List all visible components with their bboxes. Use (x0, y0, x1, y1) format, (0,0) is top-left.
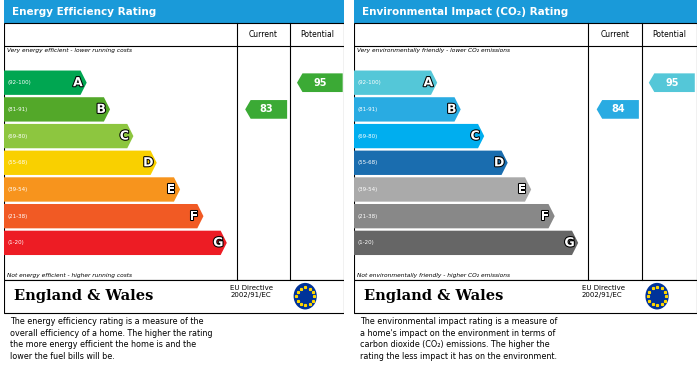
Bar (4, 280, 344, 313)
Bar (4, 0, 344, 23)
Text: E: E (167, 183, 175, 196)
Bar (354, 280, 696, 313)
Polygon shape (297, 74, 343, 92)
Text: (21-38): (21-38) (358, 213, 378, 219)
Text: The environmental impact rating is a measure of
a home's impact on the environme: The environmental impact rating is a mea… (360, 317, 558, 361)
Text: The energy efficiency rating is a measure of the
overall efficiency of a home. T: The energy efficiency rating is a measur… (10, 317, 213, 361)
Text: EU Directive
2002/91/EC: EU Directive 2002/91/EC (230, 285, 273, 298)
Polygon shape (354, 124, 484, 148)
Text: England & Wales: England & Wales (14, 289, 153, 303)
Text: EU Directive
2002/91/EC: EU Directive 2002/91/EC (582, 285, 624, 298)
Polygon shape (354, 70, 438, 95)
Text: Very environmentally friendly - lower CO₂ emissions: Very environmentally friendly - lower CO… (357, 48, 510, 53)
Text: 95: 95 (665, 78, 678, 88)
Text: Environmental Impact (CO₂) Rating: Environmental Impact (CO₂) Rating (362, 7, 568, 17)
Text: A: A (73, 76, 83, 89)
Text: F: F (541, 210, 550, 222)
Text: G: G (564, 237, 575, 249)
Text: (1-20): (1-20) (8, 240, 25, 246)
Text: (92-100): (92-100) (8, 80, 32, 85)
Text: F: F (190, 210, 198, 222)
Polygon shape (354, 231, 578, 255)
Polygon shape (354, 151, 508, 175)
Text: Not environmentally friendly - higher CO₂ emissions: Not environmentally friendly - higher CO… (357, 273, 510, 278)
Text: G: G (214, 237, 223, 249)
Text: C: C (120, 129, 129, 143)
Text: Current: Current (249, 30, 278, 39)
Polygon shape (354, 204, 554, 228)
Polygon shape (354, 177, 531, 202)
Bar (354, 23, 696, 280)
Polygon shape (4, 151, 157, 175)
Polygon shape (4, 97, 110, 122)
Text: Not energy efficient - higher running costs: Not energy efficient - higher running co… (7, 273, 132, 278)
Text: (21-38): (21-38) (8, 213, 28, 219)
Text: E: E (517, 183, 526, 196)
Text: 83: 83 (260, 104, 273, 115)
Polygon shape (4, 204, 204, 228)
Text: (55-68): (55-68) (358, 160, 378, 165)
Text: (81-91): (81-91) (8, 107, 28, 112)
Text: Potential: Potential (300, 30, 334, 39)
Text: B: B (447, 103, 456, 116)
Text: (81-91): (81-91) (358, 107, 378, 112)
Text: (39-54): (39-54) (358, 187, 378, 192)
Circle shape (645, 283, 668, 310)
Text: D: D (143, 156, 153, 169)
Polygon shape (4, 70, 87, 95)
Text: B: B (97, 103, 106, 116)
Text: 95: 95 (313, 78, 327, 88)
Text: (55-68): (55-68) (8, 160, 28, 165)
Text: A: A (424, 76, 433, 89)
Text: (69-80): (69-80) (358, 134, 378, 138)
Polygon shape (4, 124, 134, 148)
Text: (92-100): (92-100) (358, 80, 382, 85)
Text: (39-54): (39-54) (8, 187, 28, 192)
Circle shape (293, 283, 317, 310)
Text: D: D (494, 156, 504, 169)
Text: (69-80): (69-80) (8, 134, 28, 138)
Text: (1-20): (1-20) (358, 240, 374, 246)
Text: England & Wales: England & Wales (364, 289, 503, 303)
Text: Potential: Potential (652, 30, 686, 39)
Polygon shape (354, 97, 461, 122)
Text: 84: 84 (611, 104, 624, 115)
Text: Current: Current (601, 30, 629, 39)
Polygon shape (245, 100, 287, 119)
Polygon shape (649, 74, 695, 92)
Text: Very energy efficient - lower running costs: Very energy efficient - lower running co… (7, 48, 132, 53)
Polygon shape (4, 231, 227, 255)
Bar (354, 0, 696, 23)
Text: C: C (470, 129, 480, 143)
Polygon shape (4, 177, 180, 202)
Text: Energy Efficiency Rating: Energy Efficiency Rating (12, 7, 156, 17)
Bar (4, 23, 344, 280)
Polygon shape (596, 100, 639, 119)
